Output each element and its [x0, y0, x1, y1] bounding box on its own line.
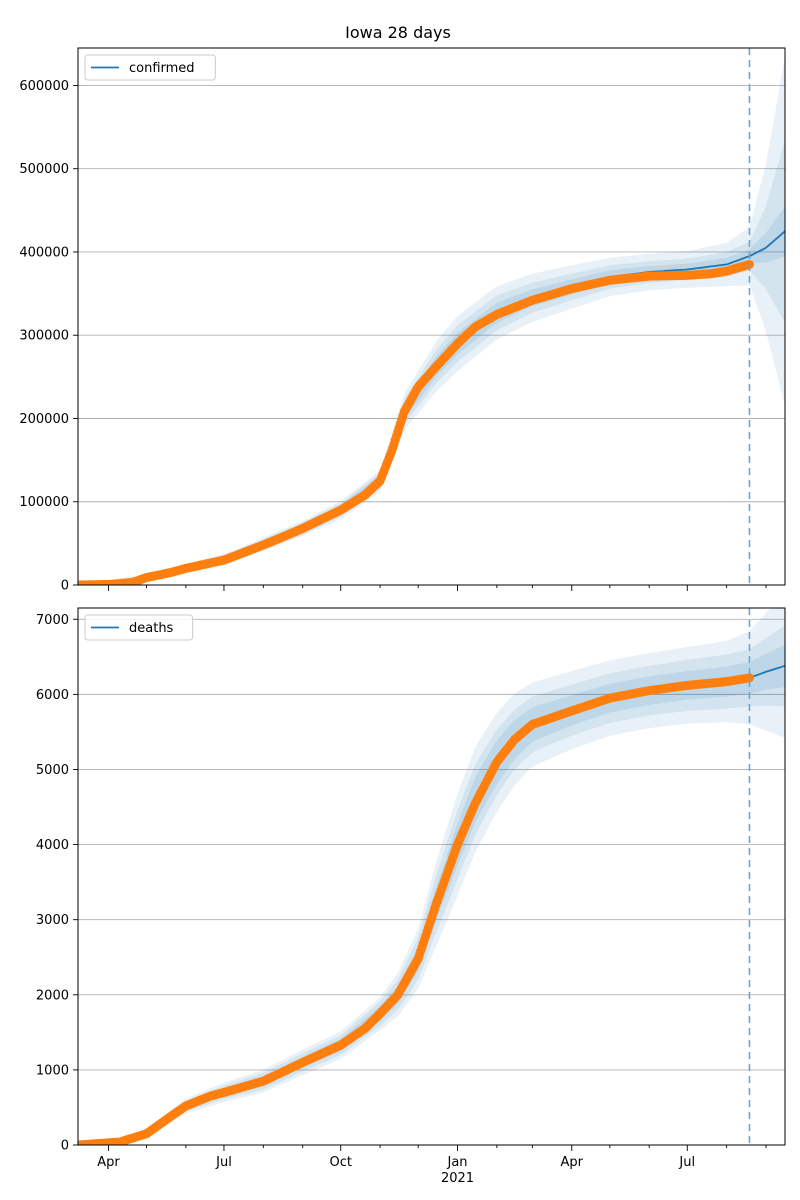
y-tick-label: 600000	[19, 79, 69, 94]
x-tick-label: Jan	[446, 1155, 467, 1170]
y-tick-label: 0	[61, 579, 69, 594]
y-tick-label: 0	[61, 1139, 69, 1154]
y-tick-label: 5000	[36, 763, 69, 778]
y-tick-label: 100000	[19, 495, 69, 510]
y-tick-label: 7000	[36, 613, 69, 628]
y-tick-label: 6000	[36, 688, 69, 703]
legend-box	[84, 54, 216, 81]
y-tick-label: 500000	[19, 162, 69, 177]
y-tick-label: 300000	[19, 329, 69, 344]
legend-box	[84, 614, 194, 641]
confirmed-panel: 0 100000 200000 300000 400000 500000 600000 con…	[19, 47, 786, 594]
legend-label: deaths	[129, 621, 174, 636]
legend: deaths	[84, 614, 194, 641]
inner-confidence-band	[78, 644, 785, 1145]
x-tick-label: Jul	[678, 1155, 695, 1170]
x-tick-year-label: 2021	[441, 1171, 474, 1186]
x-tick-label: Apr	[561, 1155, 584, 1170]
x-tick-label: Apr	[97, 1155, 120, 1170]
deaths-panel: 0 1000 2000 3000 4000 5000 6000 7000 Apr Jul Oct Ja…	[36, 607, 786, 1186]
outer-confidence-band	[78, 608, 785, 1145]
legend-label: confirmed	[129, 61, 195, 76]
y-tick-label: 3000	[36, 913, 69, 928]
figure-title: Iowa 28 days	[345, 23, 451, 42]
y-tick-label: 200000	[19, 412, 69, 427]
axes-frame	[77, 47, 786, 586]
y-tick-label: 2000	[36, 988, 69, 1003]
middle-confidence-band	[78, 139, 785, 585]
y-tick-label: 400000	[19, 245, 69, 260]
outer-confidence-band	[78, 56, 785, 585]
y-tick-label: 1000	[36, 1063, 69, 1078]
axes-frame	[77, 607, 786, 1146]
x-tick-label: Oct	[330, 1155, 352, 1170]
legend: confirmed	[84, 54, 216, 81]
observed-point	[745, 673, 754, 683]
middle-confidence-band	[78, 625, 785, 1145]
x-tick-label: Jul	[215, 1155, 232, 1170]
y-tick-label: 4000	[36, 838, 69, 853]
